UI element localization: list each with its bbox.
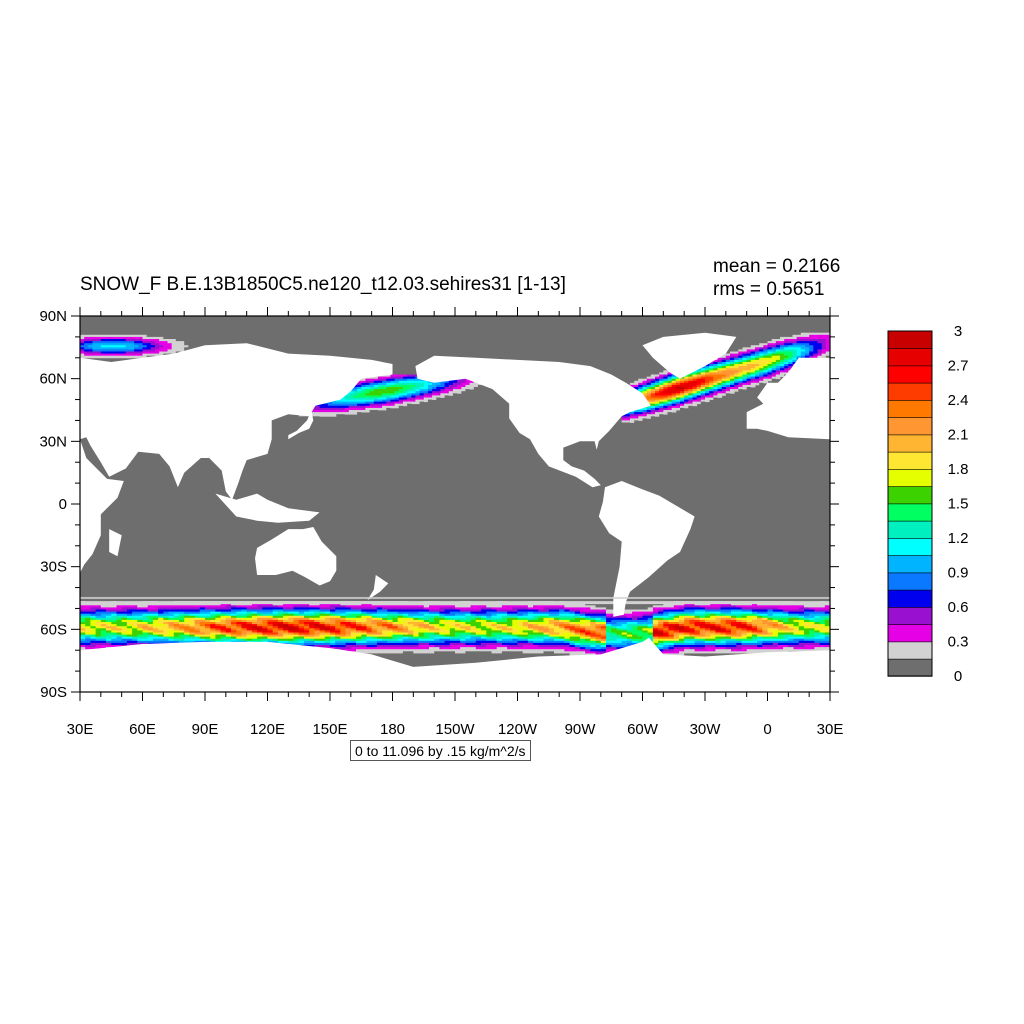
- landmass-europe: [746, 357, 830, 440]
- landmass-north-america: [415, 355, 651, 488]
- landmass-madagascar: [109, 529, 122, 557]
- southern-band-fringe: [80, 601, 830, 605]
- rms-stat: rms = 0.5651: [713, 279, 824, 301]
- landmass-new-zealand: [367, 575, 389, 601]
- colorbar-box: [887, 416, 933, 436]
- colorbar-box: [887, 347, 933, 367]
- landmass-australia: [255, 527, 337, 586]
- x-tick-label: 60E: [129, 721, 156, 738]
- land-masses: [80, 332, 830, 692]
- y-tick-label: 30N: [39, 433, 67, 450]
- rms-value: 0.5651: [766, 279, 825, 300]
- colorbar-box: [887, 641, 933, 660]
- colorbar-label: 1.2: [948, 530, 969, 547]
- colorbar-box: [887, 468, 933, 487]
- colorbar-box: [887, 606, 933, 625]
- colorbar-label: 0: [954, 668, 962, 685]
- y-tick-label: 90N: [39, 308, 67, 325]
- colorbar-label: 0.6: [948, 599, 969, 616]
- y-tick-label: 30S: [40, 559, 67, 576]
- landmass-south-america: [598, 481, 695, 617]
- x-tick-label: 30E: [67, 721, 94, 738]
- landmass-antarctica: [80, 637, 830, 692]
- colorbar-box: [887, 537, 933, 556]
- mean-label: mean =: [713, 256, 783, 277]
- colorbar-box: [887, 589, 933, 608]
- fringe-line: [80, 596, 830, 599]
- y-tick-label: 60N: [39, 371, 67, 388]
- x-tick-label: 120W: [498, 721, 538, 738]
- x-tick-label: 90W: [565, 721, 597, 738]
- x-tick-label: 30W: [690, 721, 722, 738]
- colorbar-box: [887, 658, 933, 677]
- colorbar-box: [887, 382, 933, 401]
- colorbar-box: [887, 451, 933, 470]
- colorbar-box: [887, 503, 933, 522]
- chart-title: SNOW_F B.E.13B1850C5.ne120_t12.03.sehire…: [80, 274, 566, 295]
- colorbar-box: [887, 434, 933, 453]
- y-tick-label: 0: [59, 496, 67, 513]
- x-tick-label: 150E: [312, 721, 347, 738]
- colorbar-box: [887, 365, 933, 384]
- rms-label: rms =: [713, 279, 767, 300]
- x-tick-label: 60W: [627, 721, 659, 738]
- colorbar-label: 2.4: [948, 392, 969, 409]
- axes-layer: 30E 60E 90E 120E 150E 180 150W 120W 90W 60W 30W 0 30…: [39, 307, 843, 738]
- contour-info-box: 0 to 11.096 by .15 kg/m^2/s: [350, 740, 531, 761]
- colorbar-box: [887, 520, 933, 539]
- colorbar-box: [887, 554, 933, 574]
- colorbar-label: 3: [954, 323, 962, 340]
- arctic-band: [80, 334, 193, 359]
- x-tick-label: 90E: [192, 721, 219, 738]
- landmass-japan: [288, 410, 314, 440]
- colorbar: 3 2.7 2.4 2.1 1.8 1.5 1.2 0.9 0.6 0.3 0: [887, 323, 969, 685]
- colorbar-frame: [887, 330, 933, 677]
- mean-value: 0.2166: [782, 256, 841, 277]
- colorbar-box: [887, 485, 933, 505]
- landmass-africa: [80, 439, 124, 573]
- colorbar-box: [887, 330, 933, 349]
- colorbar-label: 0.3: [948, 634, 969, 651]
- mean-stat: mean = 0.2166: [713, 256, 840, 278]
- x-tick-label: 150W: [435, 721, 475, 738]
- colorbar-label: 1.8: [948, 461, 969, 478]
- x-tick-label: 180: [380, 721, 405, 738]
- colorbar-label: 0.9: [948, 565, 969, 582]
- y-tick-label: 90S: [40, 684, 67, 701]
- colorbar-label: 2.7: [948, 358, 969, 375]
- x-tick-label: 0: [763, 721, 771, 738]
- colorbar-box: [887, 399, 933, 418]
- map-content: [80, 316, 830, 692]
- x-tick-label: 120E: [250, 721, 285, 738]
- arctic-ocean: [80, 316, 830, 325]
- landmass-eurasia: [80, 343, 393, 500]
- colorbar-box: [887, 572, 933, 591]
- landmass-greenland: [642, 332, 737, 379]
- colorbar-label: 1.5: [948, 496, 969, 513]
- x-tick-label: 30E: [817, 721, 844, 738]
- colorbar-box: [887, 623, 933, 643]
- map-layer: [80, 316, 830, 692]
- colorbar-label: 2.1: [948, 427, 969, 444]
- landmass-indonesia: [215, 493, 320, 523]
- y-tick-label: 60S: [40, 621, 67, 638]
